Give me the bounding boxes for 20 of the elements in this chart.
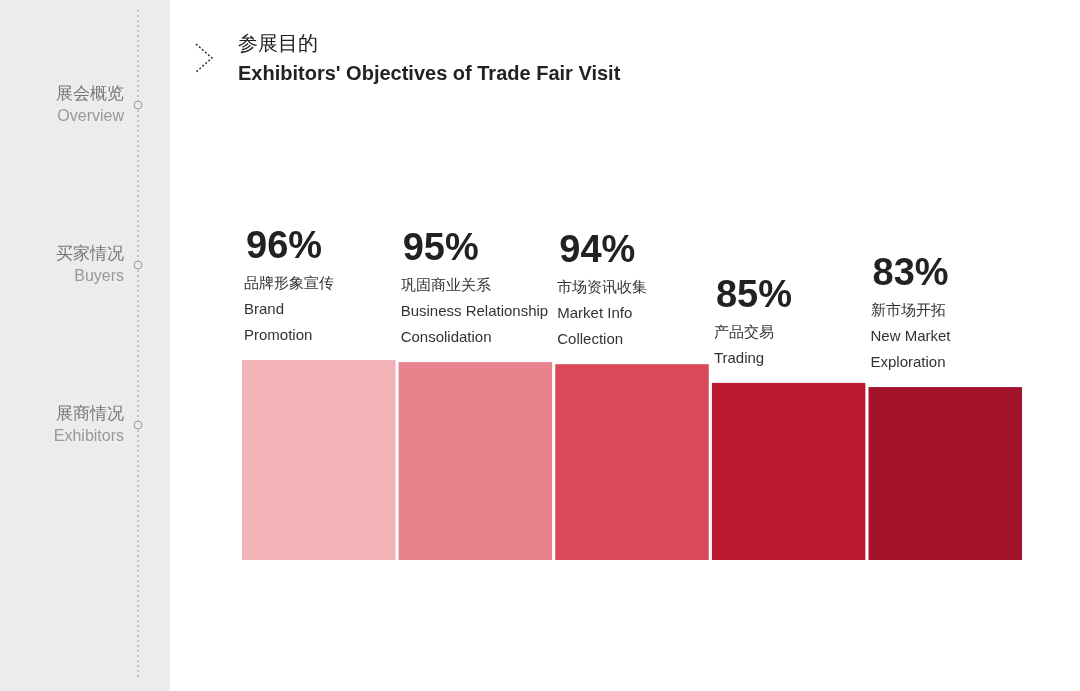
bar [711, 382, 866, 560]
text: 展会概览 Overview [56, 84, 125, 124]
x-tick-label: 品牌形象宣传 Brand Promotion [244, 274, 334, 343]
data-label: 96% [246, 224, 323, 266]
bar [555, 364, 709, 560]
data-label: 85% [715, 272, 792, 315]
x-tick-label: 巩固商业关系 Business Relationship Consolidation [400, 276, 549, 346]
x-tick-label: 市场资讯收集 Market Info Collection [557, 278, 648, 348]
x-tick-label: 新市场开拓 New Market Exploration [870, 301, 952, 371]
text: 展商情况 Exhibitors [53, 404, 124, 444]
chart-title: 参展目的 [238, 32, 318, 54]
text: 买家情况 Buyers [56, 244, 124, 284]
data-label: 95% [402, 226, 479, 269]
data-label: 94% [559, 228, 636, 271]
x-tick-label: 产品交易 Trading [713, 322, 774, 366]
bar [242, 360, 396, 560]
chart-subtitle: Exhibitors' Objectives of Trade Fair Visit [238, 62, 621, 84]
bar [398, 362, 553, 560]
bar [868, 387, 1022, 560]
data-label: 83% [872, 251, 949, 294]
